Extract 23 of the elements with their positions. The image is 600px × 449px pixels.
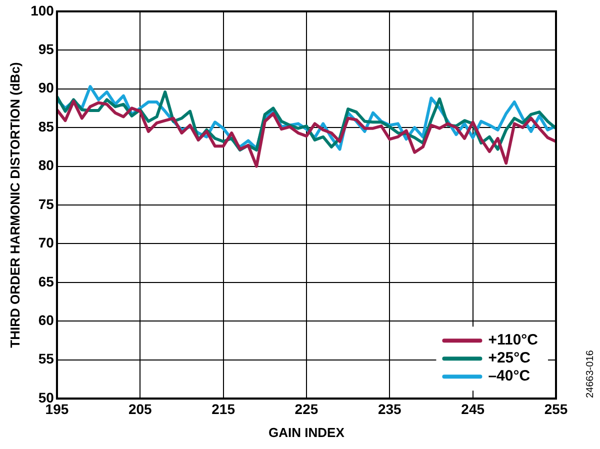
y-tick-label: 90: [38, 80, 54, 96]
x-axis-title: GAIN INDEX: [268, 424, 345, 440]
y-tick-label: 95: [38, 40, 54, 57]
x-tick-label: 235: [378, 400, 402, 417]
y-tick-label: 60: [38, 312, 54, 328]
y-tick-label: 75: [38, 196, 54, 212]
y-tick-label: 55: [38, 350, 54, 367]
x-tick-label: 215: [212, 400, 236, 417]
x-tick-label: 245: [461, 400, 485, 417]
y-tick-label: 100: [30, 2, 54, 18]
y-tick-label: 80: [38, 157, 54, 174]
y-tick-label: 70: [38, 234, 54, 251]
y-tick-label: 65: [38, 273, 54, 290]
x-tick-label: 225: [294, 400, 318, 417]
text: 24663-016: [585, 350, 596, 398]
legend-label: +110°C: [488, 332, 538, 349]
y-tick-label: 85: [38, 118, 54, 134]
legend-label: +25°C: [488, 350, 531, 367]
x-tick-label: 255: [544, 400, 568, 417]
x-tick-label: 205: [128, 400, 152, 417]
y-tick-label: 50: [38, 389, 54, 406]
y-axis-title: THIRD ORDER HARMONIC DISTORTION (dBc): [7, 62, 22, 348]
legend-label: –40°C: [488, 368, 530, 385]
